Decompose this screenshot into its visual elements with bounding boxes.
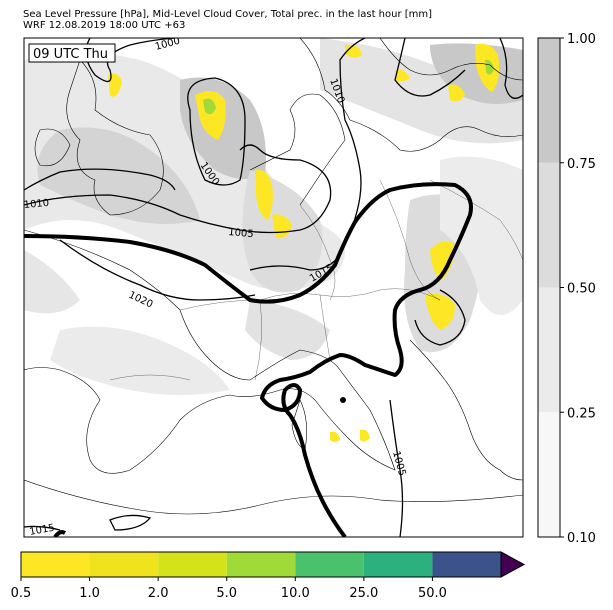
precip-colorbar-tick-label: 2.0	[148, 586, 169, 601]
isobar-1010	[24, 168, 176, 191]
precip-colorbar-tick-label: 25.0	[349, 586, 378, 601]
isobar-1015-sw	[24, 525, 61, 531]
isobar-label: 1010	[23, 198, 49, 211]
precip-area-10	[448, 84, 465, 102]
coastlines	[24, 38, 523, 515]
precipitation-shading	[108, 43, 500, 442]
isobar-label: 1005	[228, 227, 254, 240]
cloud-area-alps	[245, 300, 330, 360]
precip-area-5	[430, 241, 455, 280]
map-layers: 1000 1010 1000 1010 1005 1015 1020 1005 …	[23, 38, 523, 538]
cloud-colorbar-band	[538, 162, 560, 288]
precip-colorbar-tick-label: 0.5	[11, 586, 32, 601]
coast-baltic	[299, 38, 523, 152]
country-borders	[109, 179, 523, 381]
chart-subtitle: WRF 12.08.2019 18:00 UTC +63	[23, 20, 186, 31]
chart-title: Sea Level Pressure [hPa], Mid-Level Clou…	[23, 9, 433, 20]
precip-colorbar-band	[432, 552, 501, 577]
precip-area-3	[255, 169, 273, 220]
precip-colorbar-tick-label: 5.0	[216, 586, 237, 601]
isobar-1005	[24, 144, 332, 234]
cloud-colorbar-tick-label: 0.75	[567, 157, 596, 172]
border-2	[254, 299, 262, 381]
isobar-1010-south	[389, 399, 404, 537]
isobar-thick-sw	[53, 530, 67, 537]
precip-colorbar-tick-label: 1.0	[79, 586, 100, 601]
precip-area-6	[425, 293, 455, 330]
precip-colorbar-tick-label: 50.0	[418, 586, 447, 601]
isobars-thin	[24, 38, 523, 537]
coast-north-africa	[24, 479, 523, 515]
isobar-thick	[24, 182, 473, 537]
precip-colorbar-band	[89, 552, 159, 577]
precip-area-8	[485, 59, 494, 75]
precip-colorbar-band	[158, 552, 227, 577]
precip-area-2	[203, 98, 216, 115]
border-5	[379, 179, 441, 301]
cloud-area-uk	[37, 127, 200, 224]
cloud-cover-colorbar: 0.10 0.25 0.50 0.75 1.00	[537, 32, 596, 546]
coast-ireland	[34, 128, 71, 167]
map-frame	[23, 37, 524, 538]
coast-denmark	[249, 93, 346, 206]
isobar-1000-north	[85, 38, 176, 82]
precip-colorbar-frame	[20, 551, 502, 578]
isobar-carpathian	[414, 289, 466, 346]
coast-great-britain	[66, 59, 164, 216]
isobar-1015-thick	[24, 182, 473, 537]
precip-colorbar-band	[295, 552, 364, 577]
cloud-area-biscay	[24, 250, 80, 314]
coast-continent-south	[24, 229, 396, 474]
isobar-closed-sw	[109, 514, 152, 531]
low-center-marker	[340, 397, 346, 403]
isobar-1020	[59, 239, 256, 301]
time-label-box	[28, 43, 116, 63]
cloud-colorbar-band	[538, 38, 560, 163]
precip-area-13	[360, 429, 370, 442]
cloud-colorbar-tick-label: 0.50	[567, 282, 596, 297]
coast-balkans	[409, 339, 523, 481]
precip-area-12	[395, 69, 410, 82]
cloud-colorbar-band	[538, 287, 560, 413]
isobar-ne-edge	[499, 38, 523, 99]
precipitation-colorbar: 0.5 1.0 2.0 5.0 10.0 25.0 50.0	[11, 551, 526, 601]
time-label: 09 UTC Thu	[33, 47, 108, 62]
precip-colorbar-band	[21, 552, 90, 577]
precip-colorbar-extension	[500, 551, 526, 578]
precip-area-14	[330, 431, 340, 442]
cloud-colorbar-tick-label: 0.25	[567, 406, 596, 421]
border-6	[109, 374, 191, 381]
isobar-1005-ne	[394, 38, 466, 97]
border-1	[179, 288, 441, 311]
cloud-area-iberia	[50, 326, 230, 395]
border-7	[429, 179, 523, 261]
precip-area-1	[195, 91, 226, 140]
border-3	[319, 294, 331, 361]
precip-colorbar-band	[226, 552, 296, 577]
isobar-label: 1015	[29, 523, 56, 538]
precip-colorbar-tick-label: 10.0	[281, 586, 310, 601]
isobar-1000-low	[187, 77, 246, 186]
cloud-colorbar-tick-label: 1.00	[567, 32, 596, 47]
cloud-colorbar-band	[538, 412, 560, 537]
isobar-1015	[249, 38, 366, 271]
coast-scandinavia	[379, 38, 523, 81]
precip-area-11	[108, 73, 122, 97]
precip-colorbar-band	[363, 552, 433, 577]
precip-area-9	[345, 44, 362, 58]
border-4	[299, 204, 336, 301]
cloud-colorbar-tick-label: 0.10	[567, 531, 596, 546]
cloud-area-scandinavia	[320, 38, 523, 144]
cloud-cover-shading	[24, 38, 523, 395]
